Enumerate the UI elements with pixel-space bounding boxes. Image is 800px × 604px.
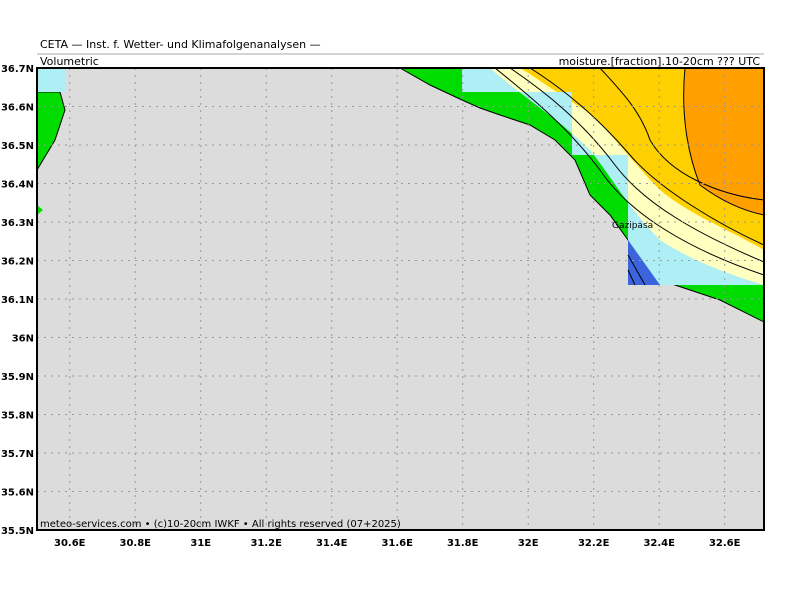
lon-label: 31.6E: [381, 538, 413, 549]
lat-label: 36.1N: [1, 295, 34, 306]
moisture-band: [462, 68, 764, 285]
lon-label: 31.2E: [250, 538, 282, 549]
lon-label: 32.6E: [709, 538, 741, 549]
lat-label: 35.7N: [1, 449, 34, 460]
lon-label: 32.2E: [578, 538, 610, 549]
map-frame: [36, 67, 765, 531]
field-unit: moisture.[fraction].10-20cm ??? UTC: [559, 55, 761, 68]
moisture-band: [683, 68, 764, 215]
lat-label: 35.9N: [1, 372, 34, 383]
lon-label: 32E: [518, 538, 539, 549]
lon-label: 31.8E: [447, 538, 479, 549]
lat-label: 36.6N: [1, 103, 34, 114]
lat-label: 36.3N: [1, 218, 34, 229]
lat-label: 36.2N: [1, 257, 34, 268]
place-label: Gazipasa: [612, 221, 653, 231]
field-label: Volumetric: [40, 55, 99, 68]
lat-label: 36.4N: [1, 180, 34, 191]
moisture-band: [462, 68, 764, 285]
header-title: CETA — Inst. f. Wetter- und Klimafolgena…: [40, 38, 321, 51]
moisture-cell: [37, 68, 65, 92]
lat-label: 36.7N: [1, 64, 34, 75]
graticule: [37, 68, 764, 530]
lat-label: 36N: [12, 334, 34, 345]
lon-label: 31E: [190, 538, 211, 549]
lat-label: 35.5N: [1, 526, 34, 537]
footer: meteo-services.com • (c)10-20cm IWKF • A…: [40, 519, 401, 530]
lon-label: 30.6E: [54, 538, 86, 549]
map-area: [37, 68, 764, 530]
moisture-band: [628, 240, 660, 285]
lat-label: 36.5N: [1, 141, 34, 152]
lon-label: 30.8E: [119, 538, 151, 549]
lat-label: 35.6N: [1, 488, 34, 499]
lon-label: 31.4E: [316, 538, 348, 549]
lat-label: 35.8N: [1, 411, 34, 422]
lon-label: 32.4E: [643, 538, 675, 549]
land-islet: [37, 205, 43, 215]
contours: [494, 68, 764, 286]
